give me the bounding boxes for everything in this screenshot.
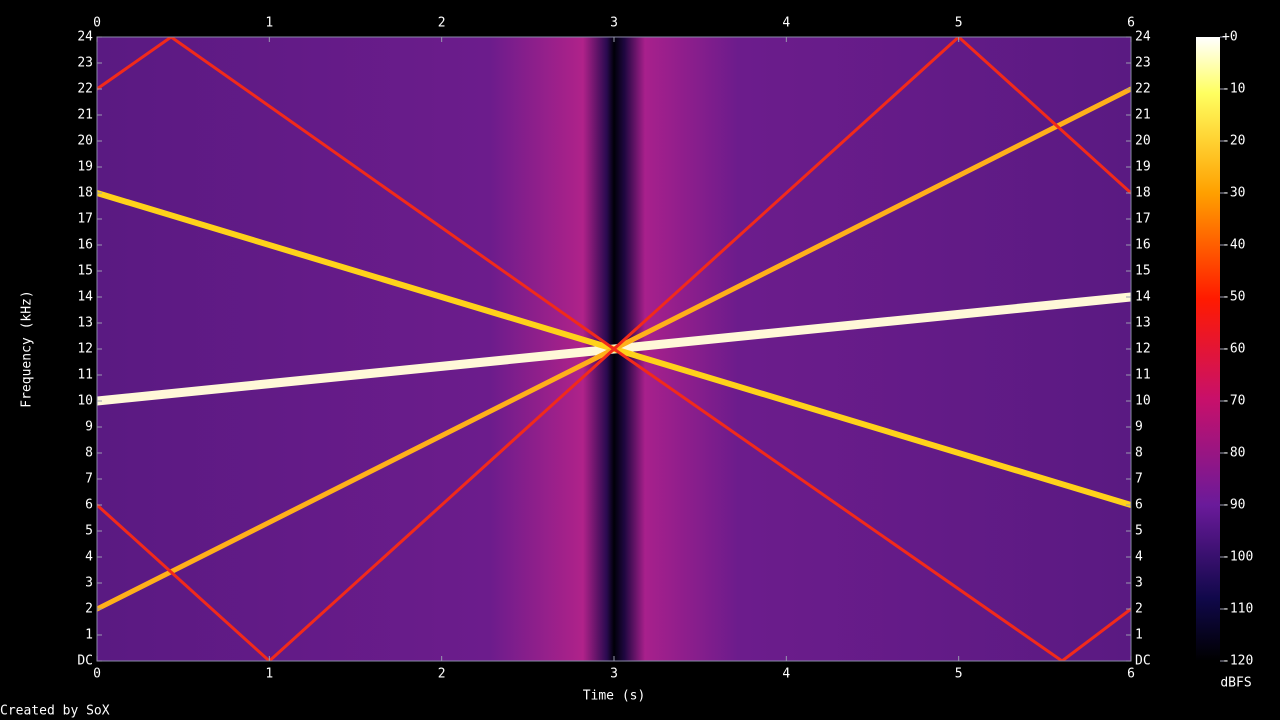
y-tick-label-right: 24 xyxy=(1135,30,1151,45)
x-tick-label: 5 xyxy=(955,667,963,682)
y-tick-label: 5 xyxy=(85,524,93,539)
y-tick-label-right: 13 xyxy=(1135,316,1151,331)
colorbar-label: dBFS xyxy=(1220,676,1251,691)
y-tick-label: 10 xyxy=(77,394,93,409)
y-tick-label: 21 xyxy=(77,108,93,123)
colorbar-tick-label: -70 xyxy=(1222,394,1245,409)
y-tick-label: 23 xyxy=(77,56,93,71)
x-axis-label: Time (s) xyxy=(583,689,646,704)
colorbar-tick-label: -110 xyxy=(1222,602,1253,617)
plot-area xyxy=(97,37,1131,661)
y-tick-label-right: 8 xyxy=(1135,446,1143,461)
y-tick-label-right: 20 xyxy=(1135,134,1151,149)
y-tick-label: 12 xyxy=(77,342,93,357)
colorbar-tick-label: +0 xyxy=(1222,30,1238,45)
x-tick-label: 1 xyxy=(265,667,273,682)
y-tick-label: 17 xyxy=(77,212,93,227)
x-tick-label: 2 xyxy=(438,667,446,682)
y-tick-label: 24 xyxy=(77,30,93,45)
colorbar-tick-label: -50 xyxy=(1222,290,1245,305)
x-tick-label-top: 0 xyxy=(93,16,101,31)
y-tick-label-right: 1 xyxy=(1135,628,1143,643)
y-tick-label: 22 xyxy=(77,82,93,97)
y-tick-label-right: 11 xyxy=(1135,368,1151,383)
sweep-line xyxy=(612,37,1131,351)
x-tick-label: 3 xyxy=(610,667,618,682)
sweep-line xyxy=(97,347,616,661)
y-tick-label: 4 xyxy=(85,550,93,565)
colorbar-tick-label: -10 xyxy=(1222,82,1245,97)
y-tick-label: 20 xyxy=(77,134,93,149)
y-tick-label: DC xyxy=(77,654,93,669)
y-tick-label-right: DC xyxy=(1135,654,1151,669)
x-tick-label-top: 1 xyxy=(265,16,273,31)
y-tick-label-right: 18 xyxy=(1135,186,1151,201)
y-tick-label-right: 5 xyxy=(1135,524,1143,539)
y-tick-label: 8 xyxy=(85,446,93,461)
y-tick-label: 2 xyxy=(85,602,93,617)
y-tick-label-right: 10 xyxy=(1135,394,1151,409)
y-tick-label-right: 4 xyxy=(1135,550,1143,565)
y-tick-label: 16 xyxy=(77,238,93,253)
y-tick-label-right: 15 xyxy=(1135,264,1151,279)
colorbar-tick-label: -100 xyxy=(1222,550,1253,565)
x-tick-label: 0 xyxy=(93,667,101,682)
colorbar-tick-label: -120 xyxy=(1222,654,1253,669)
colorbar-tick-label: -80 xyxy=(1222,446,1245,461)
footer: Created by SoX xyxy=(0,704,110,719)
colorbar-tick-label: -60 xyxy=(1222,342,1245,357)
colorbar-tick-label: -20 xyxy=(1222,134,1245,149)
sweep-line xyxy=(612,347,1131,661)
y-tick-label: 19 xyxy=(77,160,93,175)
y-tick-label: 15 xyxy=(77,264,93,279)
y-tick-label: 14 xyxy=(77,290,93,305)
colorbar-tick-label: -90 xyxy=(1222,498,1245,513)
y-tick-label: 6 xyxy=(85,498,93,513)
y-tick-label-right: 14 xyxy=(1135,290,1151,305)
y-axis-label: Frequency (kHz) xyxy=(20,290,35,407)
y-tick-label: 9 xyxy=(85,420,93,435)
y-tick-label: 13 xyxy=(77,316,93,331)
y-tick-label-right: 22 xyxy=(1135,82,1151,97)
y-tick-label-right: 23 xyxy=(1135,56,1151,71)
y-tick-label-right: 2 xyxy=(1135,602,1143,617)
x-tick-label: 4 xyxy=(782,667,790,682)
colorbar-tick-label: -30 xyxy=(1222,186,1245,201)
colorbar-tick-label: -40 xyxy=(1222,238,1245,253)
y-tick-label-right: 19 xyxy=(1135,160,1151,175)
y-tick-label-right: 9 xyxy=(1135,420,1143,435)
y-tick-label-right: 16 xyxy=(1135,238,1151,253)
y-tick-label: 7 xyxy=(85,472,93,487)
x-tick-label-top: 6 xyxy=(1127,16,1135,31)
x-tick-label-top: 2 xyxy=(438,16,446,31)
colorbar xyxy=(1196,37,1220,661)
y-tick-label-right: 21 xyxy=(1135,108,1151,123)
sweep-line xyxy=(97,37,616,351)
x-tick-label-top: 3 xyxy=(610,16,618,31)
y-tick-label: 1 xyxy=(85,628,93,643)
y-tick-label: 11 xyxy=(77,368,93,383)
y-tick-label-right: 7 xyxy=(1135,472,1143,487)
y-tick-label: 18 xyxy=(77,186,93,201)
y-tick-label-right: 3 xyxy=(1135,576,1143,591)
y-tick-label-right: 17 xyxy=(1135,212,1151,227)
x-tick-label: 6 xyxy=(1127,667,1135,682)
x-tick-label-top: 4 xyxy=(782,16,790,31)
y-tick-label-right: 6 xyxy=(1135,498,1143,513)
y-tick-label-right: 12 xyxy=(1135,342,1151,357)
y-tick-label: 3 xyxy=(85,576,93,591)
x-tick-label-top: 5 xyxy=(955,16,963,31)
